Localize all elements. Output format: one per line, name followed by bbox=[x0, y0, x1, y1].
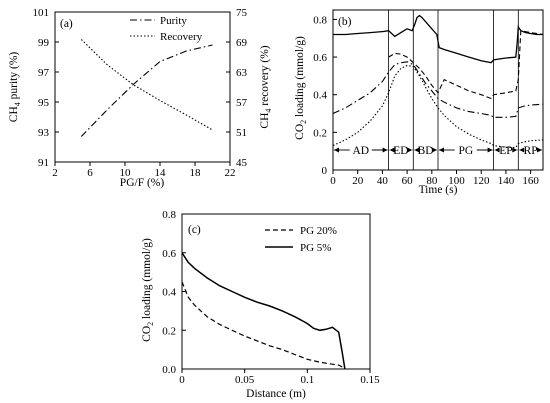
panel-b-series-2-dashed bbox=[388, 30, 544, 100]
panel-b-xtick-label: 0 bbox=[330, 175, 336, 187]
panel-b-xtick-label: 140 bbox=[498, 175, 515, 187]
panel-b-xtick-label: 20 bbox=[352, 175, 364, 187]
panel-b-step-arrowhead bbox=[487, 147, 493, 153]
panel-b-step-arrowhead bbox=[439, 147, 444, 153]
panel-a-ytick-label: 97 bbox=[38, 67, 50, 79]
panel-b-xtick-label: 80 bbox=[426, 175, 438, 187]
panel-a-series-purity bbox=[80, 44, 213, 137]
panel-a-xtick-label: 14 bbox=[155, 167, 167, 179]
panel-b-ytick-label: 0 bbox=[322, 165, 328, 177]
panel-a-y2label: CH4 recovery (%) bbox=[259, 45, 273, 128]
panel-a-right-ytick-label: 51 bbox=[236, 127, 247, 139]
panel-a-xtick-label: 2 bbox=[52, 167, 58, 179]
panel-b-step-arrowhead bbox=[512, 147, 518, 153]
legend-recovery-label: Recovery bbox=[160, 31, 203, 43]
panel-c-ytick-label: 0.4 bbox=[162, 287, 176, 299]
panel-b-step-label-ep: EP bbox=[499, 145, 512, 157]
panel-b: (b) Time (s) CO2 loading (mmol/g) bbox=[294, 9, 544, 196]
panel-b-step-label-pg: PG bbox=[458, 145, 473, 157]
panel-b-ytick-label: 0.6 bbox=[313, 52, 327, 64]
panel-c-xtick-label: 0.15 bbox=[360, 374, 380, 386]
panel-a-right-ytick-label: 45 bbox=[236, 157, 248, 169]
panel-a-ytick-label: 95 bbox=[38, 97, 50, 109]
panel-a-right-ytick-label: 63 bbox=[236, 67, 248, 79]
panel-b-step-arrowhead bbox=[389, 147, 395, 153]
panel-c-series-pg-5- bbox=[181, 252, 346, 370]
panel-b-ytick-label: 0.8 bbox=[313, 14, 327, 26]
panel-b-step-arrowhead bbox=[414, 147, 420, 153]
panel-a-ytick-label: 101 bbox=[33, 7, 50, 19]
panel-b-xlabel: Time (s) bbox=[419, 184, 458, 196]
panel-b-series-4-dotted bbox=[332, 64, 544, 148]
panel-a-xlabel: PG/F (%) bbox=[120, 177, 165, 189]
panel-b-xtick-label: 60 bbox=[402, 175, 414, 187]
panel-b-ytick-label: 0.2 bbox=[313, 127, 327, 139]
panel-b-xtick-label: 120 bbox=[473, 175, 490, 187]
panel-b-step-arrowhead bbox=[537, 147, 542, 153]
legend-pg20-label: PG 20% bbox=[300, 225, 337, 237]
panel-c-xtick-label: 0.05 bbox=[235, 374, 255, 386]
panel-b-step-arrowhead bbox=[432, 147, 437, 153]
panel-b-series-1-solid bbox=[333, 14, 543, 64]
panel-c-ytick-label: 0.6 bbox=[162, 248, 176, 260]
panel-a-series-recovery bbox=[80, 39, 213, 131]
chart-marks: 2 6 10 14 18 22 91 93 95 97 99 101 45 51 57 63 69 75 0 20 40… bbox=[33, 7, 544, 386]
panel-b-step-arrowhead bbox=[519, 147, 525, 153]
panel-a-xtick-label: 6 bbox=[87, 167, 93, 179]
panel-c-series-pg-20- bbox=[181, 281, 346, 370]
panel-c-ylabel: CO2 loading (mmol/g) bbox=[141, 238, 155, 342]
panel-c-xtick-label: 0.1 bbox=[300, 374, 314, 386]
panel-b-step-label-bd: BD bbox=[418, 145, 434, 157]
panel-c-ytick-label: 0.2 bbox=[162, 325, 176, 337]
panel-b-series-3-dash-dot bbox=[332, 61, 544, 118]
panel-a-right-ytick-label: 69 bbox=[236, 37, 248, 49]
panel-a-xtick-label: 18 bbox=[190, 167, 202, 179]
panel-b-ylabel: CO2 loading (mmol/g) bbox=[294, 36, 308, 140]
panel-b-step-label-ed: ED bbox=[393, 145, 408, 157]
panel-c-xtick-label: 0 bbox=[179, 374, 185, 386]
legend-purity-label: Purity bbox=[160, 15, 187, 27]
panel-b-xtick-label: 40 bbox=[377, 175, 389, 187]
panel-a-ytick-label: 99 bbox=[38, 37, 50, 49]
panel-a-ytick-label: 91 bbox=[38, 157, 49, 169]
panel-b-xtick-label: 100 bbox=[448, 175, 465, 187]
panel-a-plot-area bbox=[54, 11, 231, 163]
panel-a-tag: (a) bbox=[60, 18, 73, 30]
panel-c-ytick-label: 0.8 bbox=[162, 209, 176, 221]
panel-c-xlabel: Distance (m) bbox=[246, 388, 306, 400]
panel-b-step-arrowhead bbox=[407, 147, 413, 153]
panel-a-ytick-label: 93 bbox=[38, 127, 50, 139]
legend-pg5-label: PG 5% bbox=[300, 242, 331, 254]
panel-a-legend: Purity Recovery bbox=[130, 15, 203, 43]
panel-c-tag: (c) bbox=[188, 224, 201, 236]
panel-b-step-label-ad: AD bbox=[352, 145, 369, 157]
panel-a-ylabel: CH4 purity (%) bbox=[8, 52, 22, 123]
panel-a: (a) PG/F (%) CH4 purity (%) CH4 recovery… bbox=[8, 11, 273, 189]
panel-b-ytick-label: 0.4 bbox=[313, 90, 327, 102]
panel-a-xtick-label: 10 bbox=[120, 167, 132, 179]
panel-b-step-arrowhead bbox=[494, 147, 500, 153]
panel-b-tag: (b) bbox=[338, 16, 352, 28]
panel-a-right-ytick-label: 75 bbox=[236, 7, 248, 19]
panel-b-xtick-label: 160 bbox=[522, 175, 539, 187]
panel-c-ytick-label: 0.0 bbox=[162, 364, 176, 376]
panel-c-legend: PG 20% PG 5% bbox=[265, 225, 337, 254]
panel-b-step-arrowhead bbox=[382, 147, 388, 153]
panel-b-step-label-rp: RP bbox=[524, 145, 538, 157]
panel-a-right-ytick-label: 57 bbox=[236, 97, 248, 109]
panel-c: (c) Distance (m) CO2 loading (mmol/g) PG… bbox=[141, 213, 371, 400]
panel-a-xtick-label: 22 bbox=[225, 167, 236, 179]
panel-b-step-arrowhead bbox=[334, 147, 339, 153]
